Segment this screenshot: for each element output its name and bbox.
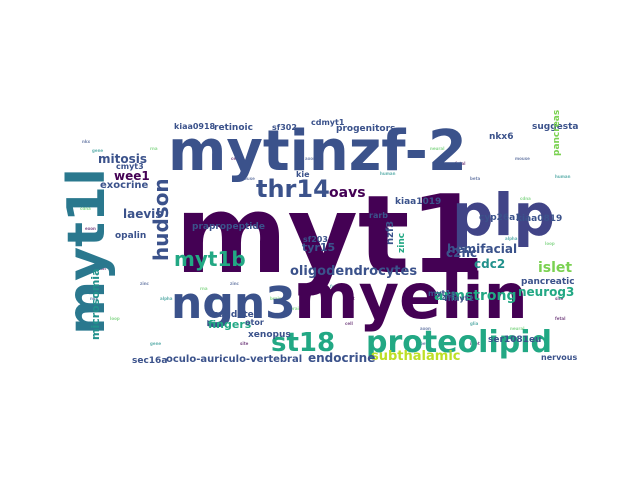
cloud-word-cdc2: cdc2 [474, 257, 505, 271]
cloud-word-nzf3: nzf3 [385, 221, 396, 245]
cloud-word-fingers: fingers [208, 318, 252, 331]
cloud-word-kiaa1019: kiaa1019 [395, 197, 441, 207]
cloud-word-myt1: myt1 [175, 173, 485, 298]
cloud-word-plp: plp [452, 181, 555, 249]
cloud-word-endocrine: endocrine [308, 351, 375, 365]
filler-word: brain [270, 296, 282, 301]
cloud-word-neurog3: neurog3 [518, 285, 574, 299]
filler-word: brain [290, 306, 302, 311]
filler-word: cell [231, 156, 239, 161]
cloud-word-microsomia: microsomia [89, 269, 102, 341]
cloud-word-mytinzf-2: mytinzf-2 [168, 119, 467, 184]
filler-word: nkx [90, 296, 99, 301]
filler-word: rna [150, 146, 158, 151]
filler-word: site [555, 296, 564, 301]
cloud-word-sec16a: sec16a [132, 356, 167, 366]
cloud-word-myt1l: myt1l [57, 168, 117, 335]
filler-word: gene [92, 148, 103, 153]
cloud-word-nkx6: nkx6 [489, 132, 513, 142]
filler-word: loop [545, 241, 555, 246]
cloud-word-suggesta: suggesta [532, 122, 579, 132]
filler-word: gene [150, 341, 161, 346]
filler-word: fetal [555, 316, 566, 321]
cloud-word-cyp26a1: cyp26a1 [479, 213, 522, 223]
cloud-word-islet: islet [538, 260, 572, 276]
cloud-word-pancreatic: pancreatic [521, 277, 575, 287]
cloud-word-hudson: hudson [149, 178, 173, 261]
filler-word: neural [430, 146, 445, 151]
cloud-word-myt1b: myt1b [174, 247, 246, 271]
cloud-word-prapropeptide: prapropeptide [192, 222, 265, 232]
cloud-word-myelin: myelin [294, 260, 528, 333]
filler-word: axon [305, 156, 316, 161]
cloud-word-wee1: wee1 [114, 169, 150, 183]
cloud-word-otor: otor [245, 318, 264, 327]
filler-word: beta [470, 176, 480, 181]
filler-word: islet [470, 341, 480, 346]
cloud-word-kie: kie [296, 170, 310, 179]
filler-word: alpha [160, 296, 173, 301]
cloud-word-caudate: caudate [213, 310, 254, 320]
filler-word: human [380, 171, 396, 176]
cloud-word-cdmyt1: cdmyt1 [311, 118, 345, 127]
filler-word: nkx [82, 139, 91, 144]
cloud-word-opalin: opalin [115, 231, 146, 241]
cloud-word-tyr15: tyr15 [302, 241, 335, 254]
filler-word: fold [330, 284, 339, 289]
filler-word: glia [470, 321, 479, 326]
filler-word: cell [345, 321, 353, 326]
cloud-word-oculo-auriculo-vertebral: oculo-auriculo-vertebral [166, 354, 302, 365]
filler-word: beta [420, 341, 430, 346]
cloud-word-progenitors: progenitors [336, 124, 395, 134]
cloud-word-proteolipid: proteolipid [366, 325, 552, 360]
filler-word: mouse [240, 176, 255, 181]
cloud-word-c2hc: c2hc [446, 246, 477, 260]
cloud-word-rarb: rarb [369, 211, 388, 220]
cloud-word-exocrine: exocrine [100, 180, 149, 191]
cloud-word-kiaa0819: kiaa0819 [516, 214, 562, 224]
cloud-word-sf302: sf302 [272, 123, 297, 132]
cloud-word-pancreas: pancreas [552, 110, 562, 156]
cloud-word-zinc: zinc [397, 233, 407, 253]
cloud-word-thr14: thr14 [256, 175, 330, 203]
filler-word: cdna [80, 206, 91, 211]
filler-word: loop [110, 316, 120, 321]
filler-word: zinc [230, 281, 240, 286]
cloud-word-kiaa0918: kiaa0918 [174, 122, 216, 131]
cloud-word-st18: st18 [271, 328, 335, 358]
cloud-word-armstrong: armstrong [434, 288, 516, 304]
filler-word: neural [510, 326, 525, 331]
filler-word: exon [95, 266, 106, 271]
filler-word: islet [345, 296, 355, 301]
cloud-word-xenopus: xenopus [248, 330, 291, 340]
cloud-word-oavs: oavs [329, 185, 366, 201]
cloud-word-hemifacial: hemifacial [447, 242, 517, 256]
filler-word: mouse [515, 156, 530, 161]
cloud-word-4fmyt1: 4fmyt1 [442, 294, 474, 303]
cloud-word-ngn3: ngn3 [171, 278, 296, 329]
cloud-word-laevis: laevis [123, 207, 162, 221]
filler-word: human [555, 174, 571, 179]
filler-word: exon [85, 226, 96, 231]
cloud-word-subthalamic: subthalamic [371, 349, 460, 364]
cloud-word-ser1081eu: ser1081eu [488, 335, 541, 345]
filler-word: zinc [140, 281, 150, 286]
filler-word: glia [355, 164, 364, 169]
filler-word: cdna [520, 196, 531, 201]
cloud-word-mitosis: mitosis [98, 152, 147, 166]
cloud-word-oligodendrocytes: oligodendrocytes [290, 264, 417, 279]
filler-word: rna [200, 286, 208, 291]
cloud-word-retinoic: retinoic [214, 123, 253, 133]
cloud-word-cmyt3: cmyt3 [116, 162, 144, 171]
cloud-word-myt1a: myt1a [428, 289, 456, 298]
cloud-word-nervous: nervous [541, 353, 577, 362]
filler-word: alpha [505, 236, 518, 241]
filler-word: fetal [455, 161, 466, 166]
cloud-word-sf203: sf203 [303, 235, 328, 244]
filler-word: axon [420, 326, 431, 331]
filler-word: fold [210, 296, 219, 301]
filler-word: site [240, 341, 249, 346]
